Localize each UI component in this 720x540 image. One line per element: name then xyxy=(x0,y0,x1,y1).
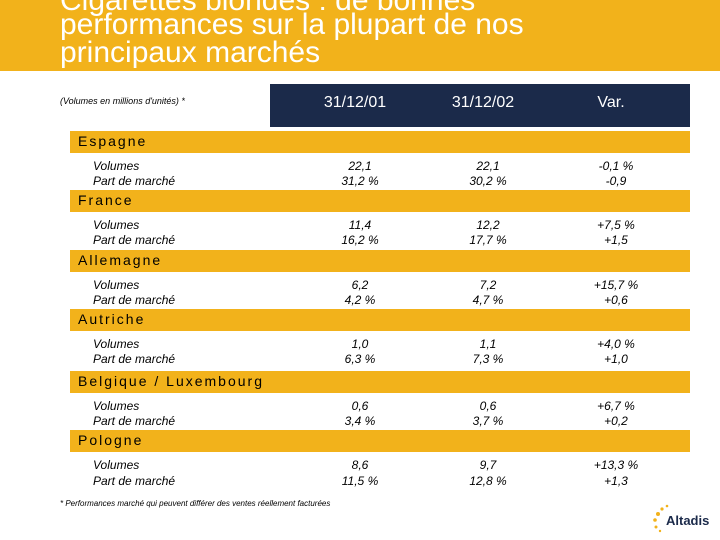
logo-dot xyxy=(660,507,664,511)
title-band: Cigarettes blondes : de bonnes performan… xyxy=(0,0,720,71)
row-label-volumes: Volumes xyxy=(93,218,140,232)
country-band xyxy=(70,250,690,272)
logo-text: Altadis xyxy=(666,513,710,528)
country-band xyxy=(70,190,690,212)
logo-dot xyxy=(653,518,657,522)
logo-dot xyxy=(654,525,658,529)
cell-volumes-2002: 0,6 xyxy=(479,399,497,413)
cell-volumes-2002: 1,1 xyxy=(479,337,497,351)
column-header-2002: 31/12/02 xyxy=(451,94,515,111)
cell-volumes-2002: 7,2 xyxy=(479,278,497,292)
cell-share-2001: 4,2 % xyxy=(344,293,376,307)
cell-volumes-2002: 9,7 xyxy=(479,458,497,472)
logo-dot xyxy=(658,529,662,533)
cell-share-variation: -0,9 xyxy=(605,174,627,188)
row-label-market-share: Part de marché xyxy=(93,233,176,247)
cell-volumes-variation: +7,5 % xyxy=(597,218,635,232)
country-name: Pologne xyxy=(78,432,144,448)
row-label-market-share: Part de marché xyxy=(93,414,176,428)
cell-volumes-2001: 8,6 xyxy=(351,458,369,472)
slide-title-line-3: principaux marchés xyxy=(60,36,321,69)
logo-dot xyxy=(656,512,660,516)
cell-volumes-2001: 22,1 xyxy=(348,159,372,173)
country-band xyxy=(70,430,690,452)
cell-share-2002: 12,8 % xyxy=(469,474,507,488)
cell-share-2002: 30,2 % xyxy=(469,174,507,188)
cell-share-2001: 11,5 % xyxy=(341,474,379,488)
country-name: Espagne xyxy=(78,133,148,149)
country-band xyxy=(70,131,690,153)
cell-volumes-variation: +13,3 % xyxy=(593,458,639,472)
row-label-volumes: Volumes xyxy=(93,278,140,292)
row-label-market-share: Part de marché xyxy=(93,474,176,488)
cell-share-variation: +1,3 xyxy=(604,474,628,488)
country-name: Belgique / Luxembourg xyxy=(78,373,264,389)
row-label-volumes: Volumes xyxy=(93,337,140,351)
country-band xyxy=(70,371,690,393)
cell-share-2002: 7,3 % xyxy=(472,352,504,366)
cell-volumes-2002: 22,1 xyxy=(476,159,500,173)
column-header-2001: 31/12/01 xyxy=(323,94,387,111)
cell-share-variation: +0,2 xyxy=(604,414,628,428)
cell-volumes-2001: 11,4 xyxy=(348,218,372,232)
altadis-logo-icon xyxy=(653,504,669,533)
logo-dot xyxy=(665,504,669,508)
row-label-market-share: Part de marché xyxy=(93,174,176,188)
cell-share-2001: 3,4 % xyxy=(344,414,376,428)
cell-share-variation: +1,5 xyxy=(604,233,628,247)
cell-share-2002: 4,7 % xyxy=(472,293,504,307)
cell-share-2002: 3,7 % xyxy=(472,414,504,428)
cell-volumes-2001: 0,6 xyxy=(351,399,369,413)
column-header-variation: Var. xyxy=(597,94,625,111)
slide-title-line-2: performances sur la plupart de nos xyxy=(60,8,524,41)
row-label-market-share: Part de marché xyxy=(93,293,176,307)
cell-volumes-variation: +4,0 % xyxy=(597,337,635,351)
cell-share-2001: 16,2 % xyxy=(341,233,379,247)
cell-share-2001: 31,2 % xyxy=(341,174,379,188)
cell-share-2001: 6,3 % xyxy=(344,352,376,366)
row-label-market-share: Part de marché xyxy=(93,352,176,366)
slide-title-line-1: Cigarettes blondes : de bonnes xyxy=(60,0,476,17)
country-name: France xyxy=(78,192,134,208)
footnote: * Performances marché qui peuvent différ… xyxy=(60,499,331,508)
row-label-volumes: Volumes xyxy=(93,159,140,173)
cell-share-2002: 17,7 % xyxy=(469,233,507,247)
cell-volumes-variation: +15,7 % xyxy=(593,278,639,292)
country-name: Autriche xyxy=(78,311,146,327)
country-name: Allemagne xyxy=(78,252,163,268)
country-band xyxy=(70,309,690,331)
units-note: (Volumes en millions d'unités) * xyxy=(60,96,185,106)
table-header-bar xyxy=(270,84,690,127)
cell-volumes-2001: 6,2 xyxy=(351,278,369,292)
cell-share-variation: +0,6 xyxy=(604,293,628,307)
cell-volumes-variation: -0,1 % xyxy=(598,159,634,173)
cell-share-variation: +1,0 xyxy=(604,352,628,366)
cell-volumes-variation: +6,7 % xyxy=(597,399,635,413)
row-label-volumes: Volumes xyxy=(93,458,140,472)
cell-volumes-2002: 12,2 xyxy=(476,218,500,232)
row-label-volumes: Volumes xyxy=(93,399,140,413)
cell-volumes-2001: 1,0 xyxy=(351,337,369,351)
